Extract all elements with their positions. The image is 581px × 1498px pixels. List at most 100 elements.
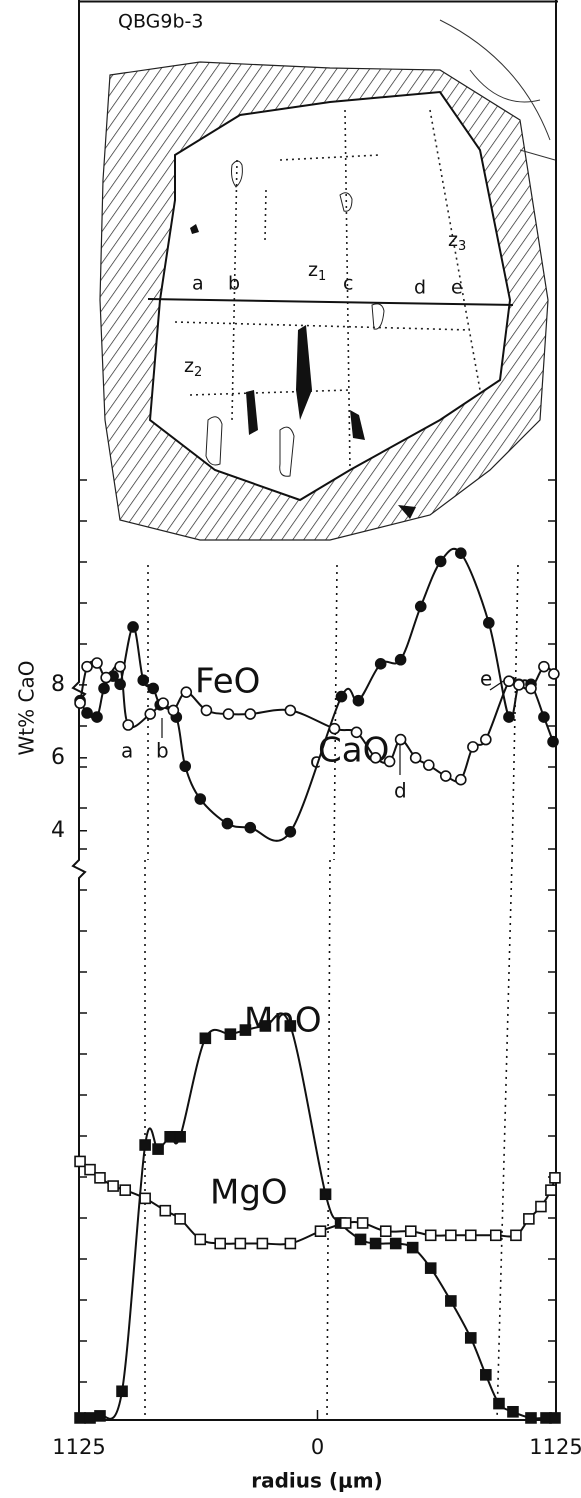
data-point [94, 1410, 106, 1422]
series-label: MnO [244, 1001, 322, 1041]
data-point [194, 1233, 207, 1246]
data-point [383, 755, 396, 768]
data-point [549, 1412, 561, 1424]
data-point [394, 653, 407, 666]
annotation: d [394, 779, 407, 803]
series-label: FeO [195, 662, 260, 702]
zone-letter: z [184, 355, 194, 377]
data-point [157, 697, 169, 709]
data-point [538, 660, 550, 673]
data-point [389, 1237, 402, 1250]
data-point [159, 1204, 172, 1217]
data-point [98, 682, 110, 695]
data-point [482, 617, 495, 629]
data-point [114, 660, 126, 673]
x-axis-label: radius (μm) [251, 1469, 382, 1493]
leaders [161, 679, 506, 775]
data-point [352, 694, 365, 707]
x-tick-label: 1125 [529, 1435, 581, 1459]
data-point [467, 741, 479, 753]
data-point [122, 719, 134, 731]
data-point [179, 760, 192, 773]
data-point [199, 1032, 212, 1045]
annotation: e [480, 667, 492, 691]
data-point [549, 1172, 561, 1184]
data-point [404, 1225, 417, 1237]
zone-label: z3 [448, 229, 466, 254]
y-axis-label: Wt% CaO [15, 661, 39, 756]
data-point [439, 770, 452, 782]
data-point [137, 674, 150, 687]
data-point [119, 1184, 132, 1196]
x-tick-label: 0 [311, 1435, 324, 1459]
data-point [194, 793, 207, 805]
y-tick-label: 6 [51, 745, 65, 770]
data-point [493, 1397, 505, 1410]
data-point [314, 1225, 327, 1237]
data-point [84, 1163, 96, 1176]
data-point [221, 817, 234, 830]
annotation: a [121, 739, 133, 763]
data-point [538, 711, 550, 723]
data-point [535, 1200, 547, 1213]
zone-letter: z [448, 229, 458, 251]
data-point [464, 1229, 477, 1242]
data-point [414, 600, 427, 613]
data-point [356, 1217, 369, 1229]
sketch-label: b [228, 273, 240, 295]
data-point [503, 675, 515, 688]
zone-sub: 1 [318, 269, 326, 284]
sketch-label: d [414, 277, 426, 299]
y-tick-label: 4 [51, 818, 65, 843]
annotation: c [310, 749, 321, 773]
series-line [80, 1012, 555, 1420]
data-point [180, 686, 193, 698]
data-point [94, 1172, 106, 1184]
data-point [74, 1155, 86, 1168]
x-tick-label: 1125 [52, 1435, 105, 1459]
data-point [152, 1143, 164, 1155]
zone-sub: 3 [458, 239, 466, 254]
data-point [91, 711, 103, 723]
data-point [167, 704, 180, 717]
data-point [545, 1184, 557, 1196]
data-point [144, 708, 157, 720]
data-point [445, 1229, 457, 1242]
data-point [259, 1020, 272, 1032]
data-point [394, 733, 407, 746]
y-tick-label: 8 [51, 672, 65, 697]
data-point [174, 1130, 186, 1143]
data-point [424, 1229, 437, 1242]
data-point [222, 708, 235, 720]
zone-label: z2 [184, 355, 202, 380]
data-point [100, 671, 112, 684]
zone-letter: z [308, 259, 318, 281]
data-point [480, 1369, 492, 1381]
data-point [116, 1385, 128, 1398]
data-point [284, 704, 297, 717]
data-point [244, 821, 257, 834]
sketch: QBG9b-3 a b c d e z1 z2 z3 [79, 0, 558, 541]
data-point [525, 682, 537, 695]
data-point [409, 752, 422, 764]
data-point [339, 1217, 352, 1229]
data-point [455, 773, 467, 786]
data-point [548, 668, 560, 680]
data-point [547, 735, 559, 748]
data-point [174, 1213, 186, 1225]
data-point [480, 733, 492, 746]
data-point [319, 1188, 332, 1201]
sketch-label: a [192, 273, 204, 295]
data-point [234, 1237, 247, 1250]
data-point [239, 1024, 252, 1036]
data-point [139, 1139, 151, 1151]
data-point [464, 1332, 477, 1344]
data-point [523, 1213, 535, 1225]
data-point [503, 711, 515, 723]
sketch-label: c [343, 273, 353, 295]
data-point [214, 1237, 226, 1250]
data-point [354, 1233, 367, 1246]
data-point [107, 1180, 119, 1192]
zone-sub: 2 [194, 365, 202, 380]
